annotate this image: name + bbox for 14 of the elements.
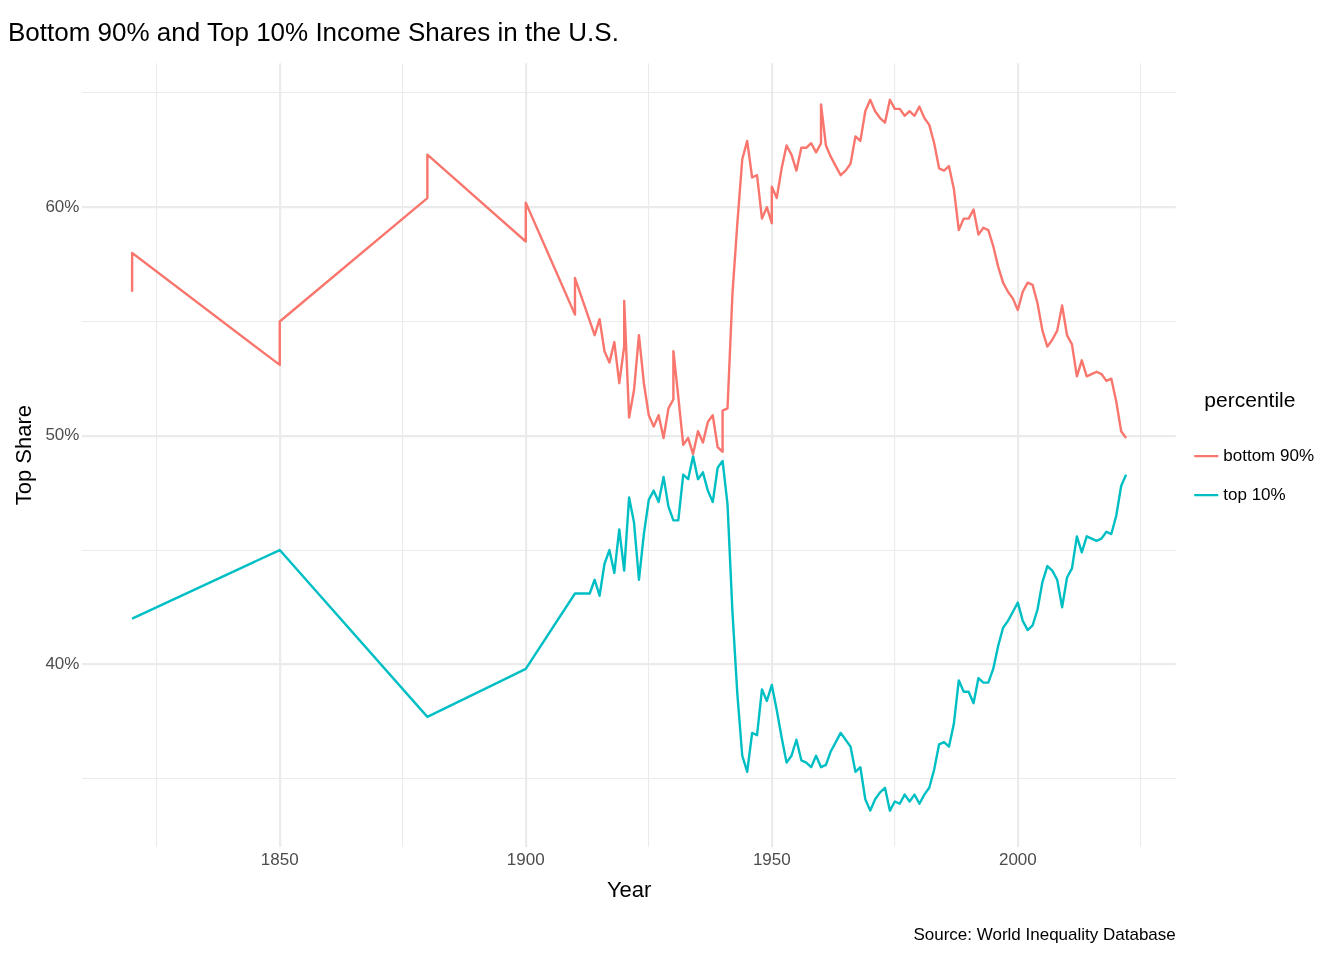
y-tick-label: 60% bbox=[45, 196, 80, 216]
legend-label: bottom 90% bbox=[1223, 445, 1315, 465]
y-tick-label: 40% bbox=[45, 654, 80, 674]
legend-title: percentile bbox=[1204, 387, 1296, 411]
chart-title: Bottom 90% and Top 10% Income Shares in the U.S. bbox=[8, 16, 619, 47]
x-tick-label: 1950 bbox=[752, 850, 791, 870]
x-tick-label: 1900 bbox=[506, 850, 545, 870]
y-tick-label: 50% bbox=[45, 425, 80, 445]
x-tick-label: 2000 bbox=[998, 850, 1037, 870]
y-axis-title: Top Share bbox=[11, 405, 37, 506]
x-axis-title: Year bbox=[606, 876, 652, 902]
legend-label: top 10% bbox=[1223, 484, 1286, 504]
source-note: Source: World Inequality Database bbox=[913, 925, 1176, 944]
x-tick-label: 1850 bbox=[260, 850, 299, 870]
